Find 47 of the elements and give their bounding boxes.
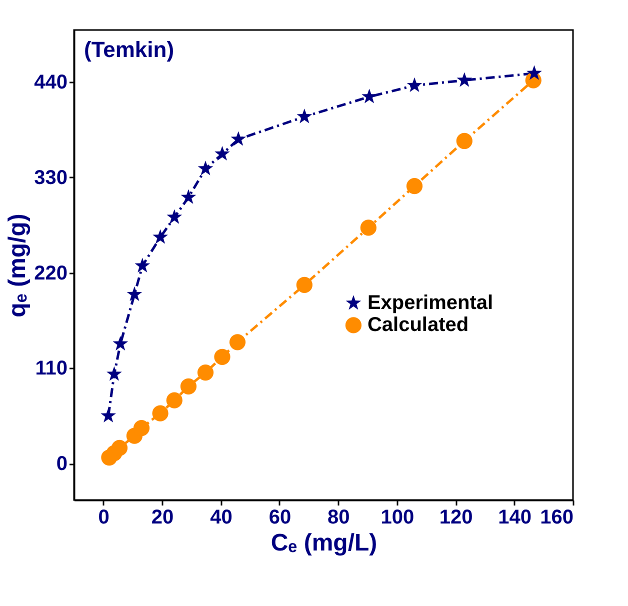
point — [214, 348, 230, 365]
point — [166, 209, 182, 224]
x-axis-title: Cₑ (mg/L) — [270, 530, 378, 556]
point — [296, 276, 312, 293]
x-tick-label: 120 — [439, 506, 473, 528]
point — [106, 366, 122, 381]
x-tick-label: 60 — [268, 506, 292, 528]
point — [100, 408, 116, 422]
y-tick-label: 0 — [56, 453, 68, 476]
x-tick-label: 20 — [151, 506, 174, 528]
point — [152, 405, 168, 422]
legend-label: Calculated — [367, 314, 469, 336]
y-tick-label: 110 — [35, 358, 68, 380]
x-tick-label: 140 — [498, 506, 532, 528]
point — [526, 65, 542, 80]
y-tick-label: 330 — [34, 166, 68, 189]
point — [134, 258, 150, 272]
point — [126, 286, 142, 302]
point — [111, 440, 128, 456]
x-tick-label: 160 — [540, 506, 574, 528]
x-tick-label: 40 — [210, 506, 232, 528]
x-tick-label: 0 — [98, 506, 110, 528]
point — [166, 392, 182, 408]
y-tick-label: 220 — [34, 262, 68, 284]
x-tick-label: 100 — [380, 506, 414, 528]
legend-label: Experimental — [367, 292, 494, 314]
point — [133, 420, 150, 436]
point — [198, 160, 214, 176]
chart-title: (Temkin) — [84, 37, 174, 62]
point — [456, 132, 472, 150]
point — [152, 229, 168, 244]
point — [230, 131, 246, 146]
point — [406, 77, 422, 92]
point — [456, 72, 472, 87]
point — [406, 178, 423, 194]
x-tick-label: 80 — [328, 506, 350, 528]
y-tick-label: 440 — [34, 72, 68, 94]
point — [214, 146, 230, 161]
point — [180, 189, 196, 204]
point — [197, 364, 214, 381]
point — [362, 88, 377, 104]
point — [180, 378, 197, 394]
point — [112, 336, 128, 350]
point — [360, 220, 376, 236]
point — [229, 334, 246, 350]
y-axis-title: qₑ (mg/g) — [4, 214, 32, 318]
point — [296, 108, 312, 124]
